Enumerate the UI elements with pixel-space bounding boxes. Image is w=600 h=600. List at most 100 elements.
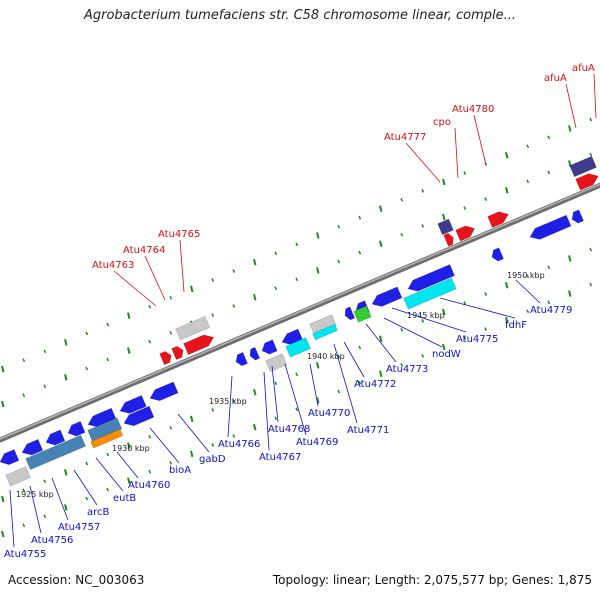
tick-mark	[589, 247, 593, 252]
tick-mark	[1, 530, 5, 538]
genome-summary-text: Topology: linear; Length: 2,075,577 bp; …	[272, 573, 592, 587]
gene-label-top: afuA	[572, 63, 595, 74]
gene-label-bottom: Atu4772	[354, 379, 396, 390]
gene-arrow	[45, 429, 66, 446]
tick-mark	[337, 354, 341, 359]
gene-arrow	[403, 277, 457, 310]
gene-arrow	[0, 449, 20, 466]
tick-mark	[484, 327, 488, 331]
tick-mark	[463, 171, 467, 175]
tick-mark	[64, 469, 68, 476]
tick-mark	[400, 197, 404, 202]
tick-mark	[1, 365, 5, 373]
tick-row	[1, 247, 593, 503]
gene-arrow	[571, 209, 584, 224]
gene-label-bottom: Atu4767	[259, 452, 301, 463]
gene-arrow	[123, 405, 155, 427]
gene-arrow	[175, 316, 211, 341]
label-leader	[73, 469, 98, 506]
gene-arrow	[183, 334, 215, 355]
scale-label: 1935 kbp	[209, 397, 247, 406]
tick-row	[1, 117, 593, 373]
label-leader	[271, 365, 279, 423]
gene-label-top: afuA	[544, 73, 567, 84]
tick-mark	[253, 258, 257, 266]
tick-mark	[568, 290, 572, 297]
tick-mark	[127, 312, 131, 319]
gene-label-top: cpo	[433, 117, 451, 128]
tick-mark	[421, 224, 425, 228]
gene-label-bottom: Atu4760	[128, 480, 170, 491]
tick-mark	[379, 335, 383, 342]
tick-mark	[358, 345, 362, 350]
gene-label-bottom: Atu4756	[31, 535, 73, 546]
gene-arrow	[87, 417, 123, 442]
tick-mark	[547, 300, 551, 305]
gene-arrow	[265, 353, 288, 373]
tick-mark	[274, 381, 278, 386]
label-leader	[51, 477, 69, 521]
gene-arrow	[569, 155, 597, 178]
gene-arrow	[90, 428, 124, 449]
scale-label: 1945 kbp	[407, 311, 445, 320]
gene-arrow	[371, 286, 403, 307]
label-leader	[343, 341, 365, 378]
label-leader	[116, 451, 139, 479]
tick-mark	[589, 152, 593, 157]
tick-mark	[211, 443, 215, 447]
label-leader	[95, 457, 124, 492]
tick-mark	[22, 523, 26, 528]
tick-mark	[148, 434, 152, 439]
tick-mark	[43, 349, 47, 354]
tick-mark	[64, 374, 68, 381]
gene-arrow	[443, 232, 454, 247]
label-leader	[227, 375, 233, 438]
scale-label: 1930 kbp	[112, 444, 150, 453]
tick-mark	[190, 415, 194, 423]
tick-mark	[169, 461, 173, 465]
tick-mark	[274, 286, 278, 291]
gene-arrow	[249, 346, 261, 361]
gene-label-bottom: Atu4770	[308, 408, 350, 419]
gene-label-bottom: Atu4768	[268, 424, 310, 435]
gene-arrow	[353, 305, 372, 323]
tick-mark	[232, 304, 236, 308]
tick-mark	[316, 362, 320, 369]
tick-mark	[379, 205, 383, 212]
gene-label-bottom: fdhF	[505, 320, 527, 331]
tick-mark	[253, 423, 257, 431]
tick-mark	[568, 255, 572, 262]
tick-mark	[442, 178, 446, 186]
scale-label: 1925 kbp	[16, 490, 54, 499]
tick-mark	[169, 296, 173, 300]
gene-label-bottom: Atu4771	[347, 425, 389, 436]
tick-mark	[127, 477, 131, 484]
scale-label: 1940 kbp	[307, 352, 345, 361]
gene-arrow	[529, 214, 572, 240]
tick-mark	[190, 285, 194, 293]
tick-mark	[22, 488, 26, 493]
gene-arrow	[21, 438, 44, 456]
tick-mark	[1, 400, 5, 408]
tick-mark	[295, 242, 299, 247]
gene-label-bottom: Atu4773	[386, 364, 428, 375]
tick-mark	[22, 358, 26, 363]
tick-mark	[379, 240, 383, 247]
label-leader	[179, 239, 185, 293]
tick-mark	[463, 336, 467, 340]
tick-mark	[169, 426, 173, 430]
gene-arrow	[5, 466, 31, 487]
label-leader	[144, 255, 166, 301]
tick-mark	[232, 269, 236, 273]
tick-mark	[526, 144, 530, 149]
label-leader	[333, 343, 358, 424]
tick-mark	[337, 389, 341, 394]
tick-row	[1, 282, 593, 538]
tick-mark	[274, 251, 278, 256]
tick-mark	[316, 232, 320, 239]
gene-label-top: Atu4777	[384, 132, 426, 143]
tick-mark	[106, 357, 110, 362]
tick-mark	[85, 366, 89, 371]
tick-mark	[106, 322, 110, 327]
gene-arrow	[312, 323, 338, 341]
